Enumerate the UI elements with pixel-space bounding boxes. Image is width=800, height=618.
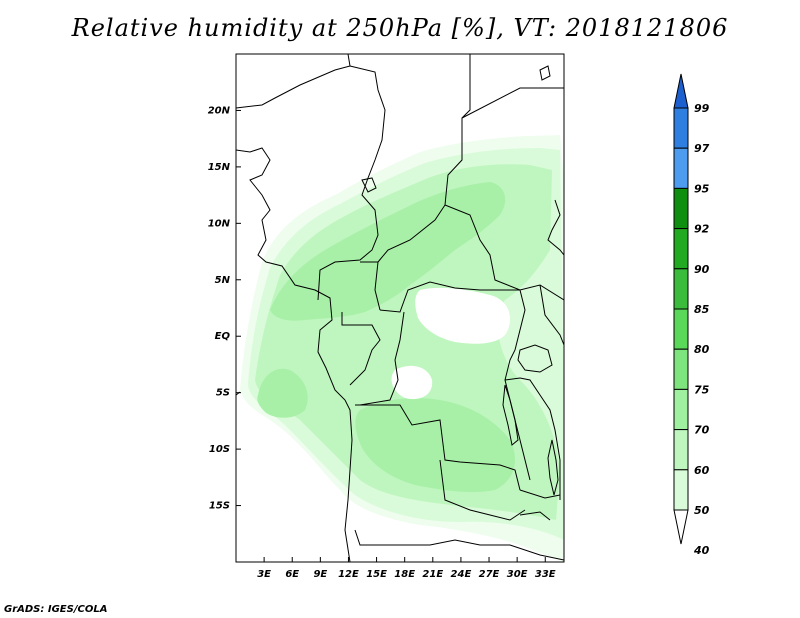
lat-tick-label: 5S (216, 388, 230, 399)
dry-region-3 (236, 54, 564, 262)
credit-label: GrADS: IGES/COLA (4, 604, 108, 615)
colorbar-segment (673, 469, 689, 511)
lake-tanganyika (502, 384, 519, 446)
colorbar-label: 99 (694, 102, 710, 115)
colorbar-segment (673, 107, 689, 149)
lat-tick-label: 10S (209, 444, 230, 455)
dry-region-2 (391, 365, 433, 400)
lon-tick-label: 6E (285, 569, 299, 580)
lat-tick-label: EQ (215, 331, 231, 342)
lat-tick-label: 20N (208, 105, 231, 116)
colorbar: 99 97 95 92 90 85 80 75 70 60 50 40 (673, 73, 710, 557)
lat-tick-label: 15S (209, 501, 230, 512)
colorbar-segment (673, 268, 689, 310)
coastline-west (236, 147, 353, 562)
latitude-axis: 20N 15N 10N 5N EQ 5S 10S 15S (208, 105, 241, 512)
lon-tick-label: 30E (507, 569, 528, 580)
lon-tick-label: 21E (422, 569, 443, 580)
country-borders (236, 54, 564, 562)
colorbar-label: 40 (693, 544, 710, 557)
coast-east-top (539, 65, 564, 256)
lon-tick-label: 33E (535, 569, 556, 580)
colorbar-segment (673, 348, 689, 390)
lat-tick-label: 5N (215, 275, 231, 286)
border-east-lakes (504, 284, 564, 500)
humidity-contour-70b (355, 398, 515, 493)
border-north-east (374, 54, 564, 311)
chart-title: Relative humidity at 250hPa [%], VT: 201… (71, 14, 729, 42)
lon-tick-label: 27E (479, 569, 500, 580)
lon-tick-label: 15E (366, 569, 387, 580)
longitude-axis: 3E 6E 9E 12E 15E 18E 21E 24E 27E 30E 33E (257, 557, 556, 580)
border-south (354, 404, 564, 561)
humidity-field (236, 54, 564, 562)
colorbar-label: 92 (694, 223, 710, 236)
lake-chad (361, 177, 377, 193)
lon-tick-label: 12E (338, 569, 359, 580)
colorbar-label: 60 (694, 464, 710, 477)
lake-malawi (547, 439, 559, 496)
lon-tick-label: 3E (257, 569, 271, 580)
colorbar-label: 50 (694, 504, 710, 517)
colorbar-segment (673, 388, 689, 431)
border-central (317, 177, 520, 406)
colorbar-segment (673, 429, 689, 471)
dry-region (415, 287, 510, 344)
colorbar-segment (673, 187, 689, 230)
border-sahara (236, 54, 386, 179)
colorbar-label: 70 (694, 424, 710, 437)
lat-tick-label: 15N (208, 162, 231, 173)
lat-tick-label: 10N (208, 218, 231, 229)
colorbar-label: 80 (694, 343, 710, 356)
lon-tick-label: 18E (394, 569, 415, 580)
lon-tick-label: 24E (451, 569, 472, 580)
colorbar-label: 90 (694, 263, 710, 276)
colorbar-label: 75 (694, 383, 710, 396)
lake-victoria (517, 344, 553, 373)
colorbar-segment (673, 308, 689, 350)
colorbar-label: 97 (694, 142, 710, 155)
humidity-contour-70 (270, 182, 506, 321)
colorbar-bottom-arrow (673, 509, 689, 545)
colorbar-label: 85 (694, 303, 710, 316)
colorbar-label: 95 (694, 182, 710, 195)
colorbar-segment (673, 147, 689, 189)
colorbar-top-arrow (673, 73, 689, 109)
lon-tick-label: 9E (313, 569, 327, 580)
map-frame (235, 53, 565, 563)
humidity-contour-70c (257, 368, 308, 418)
colorbar-segment (673, 228, 689, 270)
